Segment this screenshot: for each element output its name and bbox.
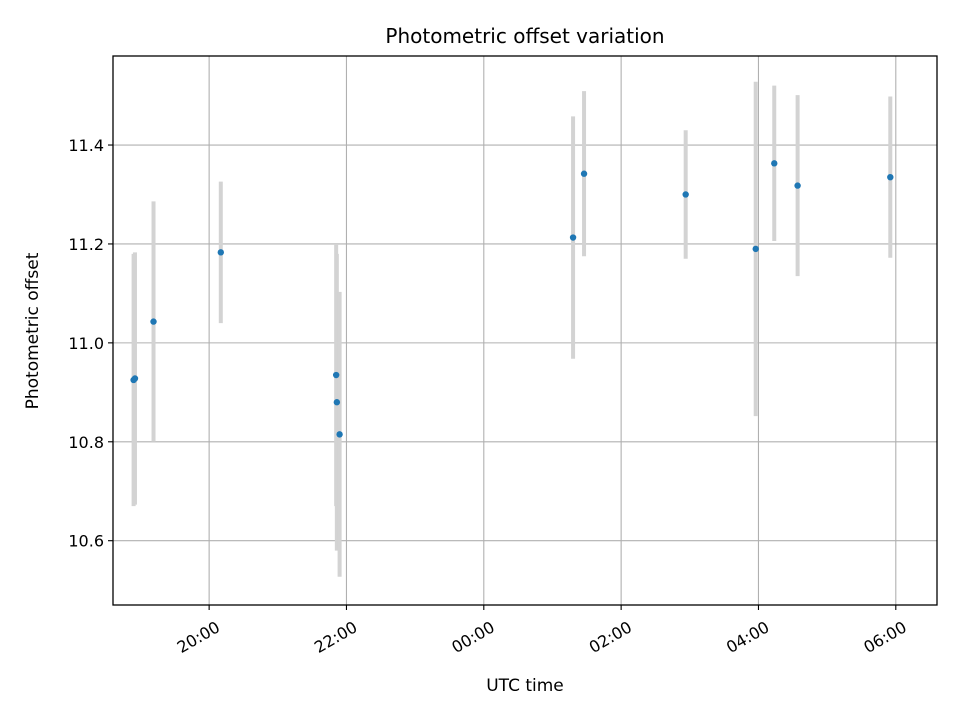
y-tick-label: 11.2 [68, 235, 104, 254]
data-point [333, 399, 341, 406]
y-tick-label: 11.0 [68, 334, 104, 353]
y-axis-label: Photometric offset [23, 252, 43, 409]
data-point [794, 182, 801, 189]
data-point [336, 431, 343, 438]
data-point [131, 375, 139, 382]
y-tick-label: 11.4 [68, 136, 104, 155]
data-point [150, 318, 157, 325]
y-axis-ticks: 10.6 10.8 11.0 11.2 11.4 [68, 136, 113, 551]
grid-lines [113, 56, 937, 605]
x-axis-label: UTC time [486, 676, 564, 696]
data-point [580, 170, 588, 177]
y-tick-label: 10.8 [68, 433, 104, 452]
data-point [682, 191, 689, 198]
chart-title: Photometric offset variation [385, 24, 664, 48]
data-point [752, 245, 759, 253]
plot-frame [112, 55, 938, 606]
data-point [887, 173, 894, 181]
data-points [130, 160, 894, 438]
data-point [332, 371, 340, 379]
data-point [569, 234, 577, 241]
data-point [217, 249, 225, 256]
y-tick-label: 10.6 [68, 532, 104, 551]
data-point [771, 160, 778, 167]
